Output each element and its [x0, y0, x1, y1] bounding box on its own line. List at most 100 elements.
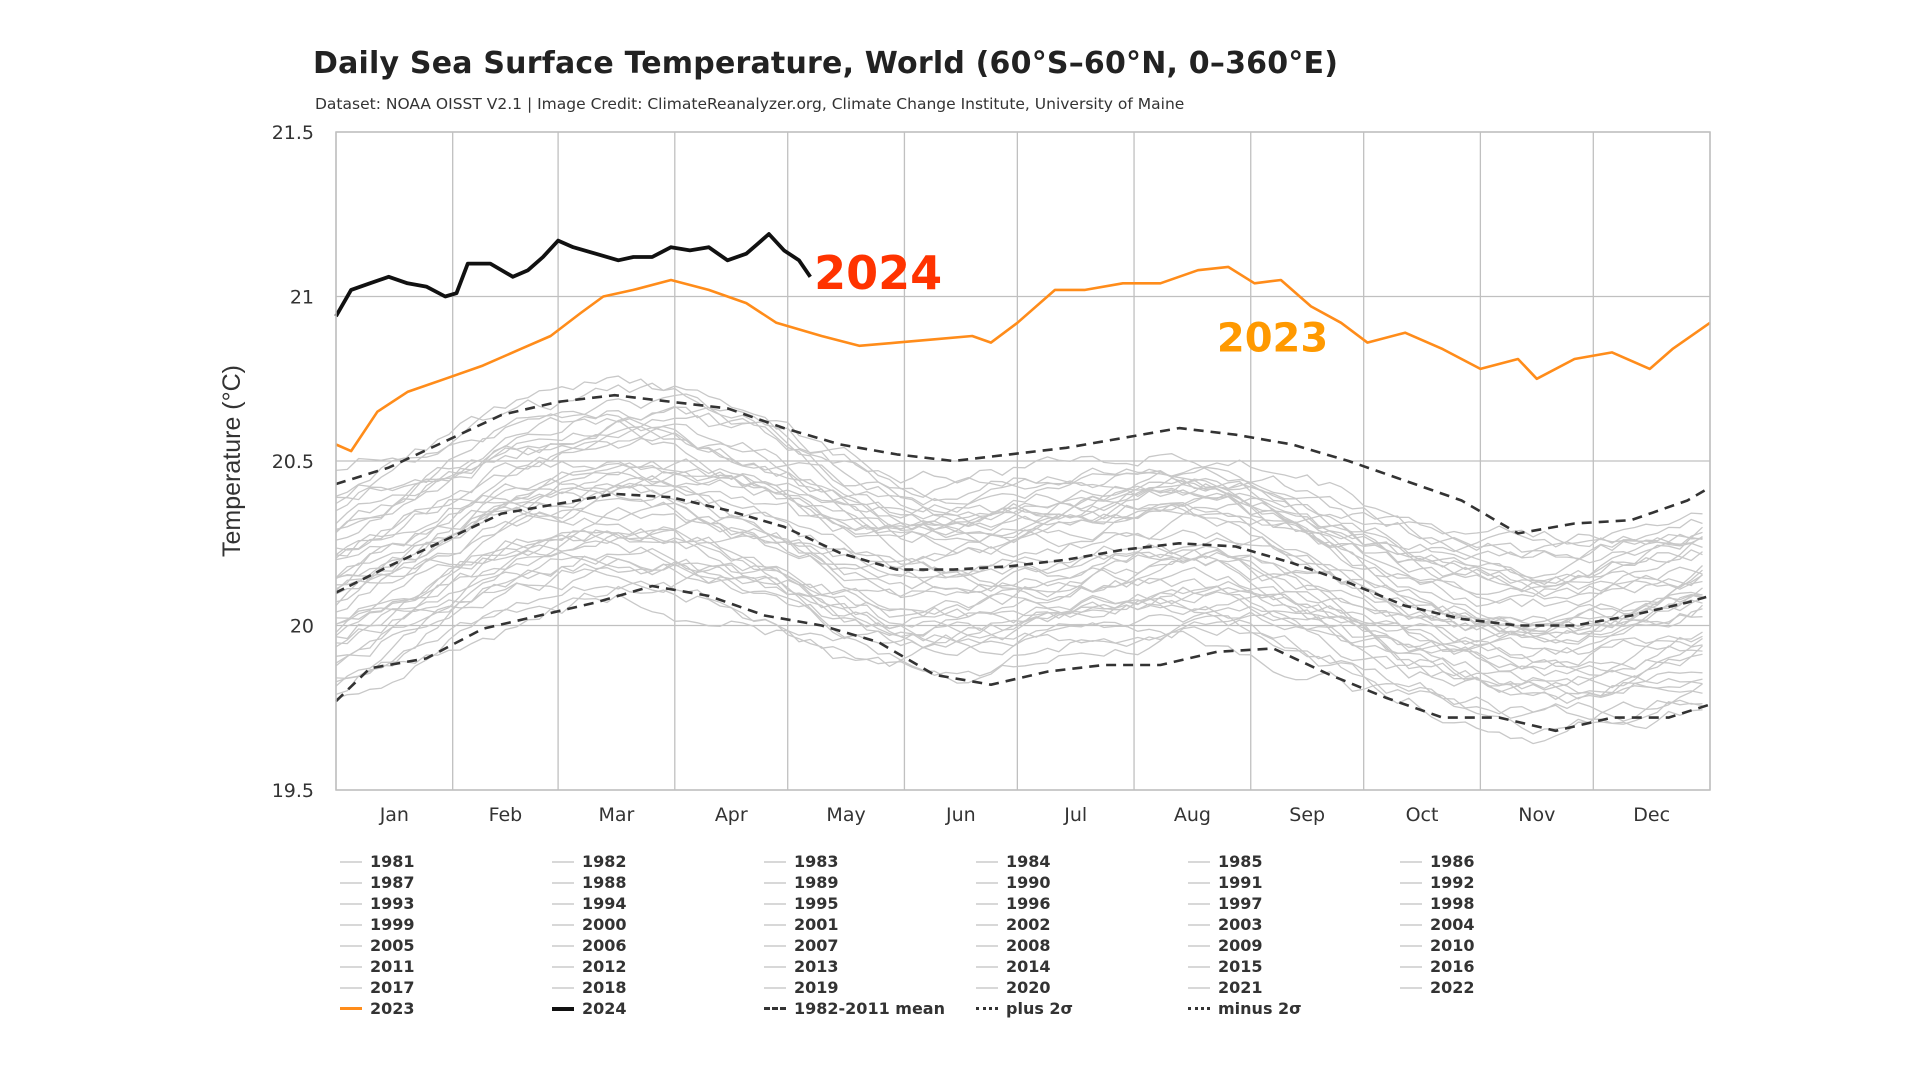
legend-item[interactable]: 2010 — [1400, 936, 1612, 955]
legend-item[interactable]: 2016 — [1400, 957, 1612, 976]
x-tick-label: Apr — [715, 804, 748, 826]
series-line-2022 — [335, 393, 1703, 548]
legend-label: 2024 — [582, 999, 627, 1018]
legend-item[interactable]: 1999 — [340, 915, 552, 934]
legend-item[interactable]: 2007 — [764, 936, 976, 955]
legend-item[interactable]: 2014 — [976, 957, 1188, 976]
legend-item[interactable]: 1983 — [764, 852, 976, 871]
legend-item[interactable]: 2003 — [1188, 915, 1400, 934]
legend-item[interactable]: 2018 — [552, 978, 764, 997]
legend-swatch-icon — [1188, 965, 1210, 968]
legend-label: 2010 — [1430, 936, 1475, 955]
legend-item[interactable]: 2001 — [764, 915, 976, 934]
series-line-2013 — [335, 419, 1703, 593]
legend-item[interactable]: 1982-2011 mean — [764, 999, 976, 1018]
series-line-2024 — [334, 232, 812, 318]
x-tick-label: Aug — [1174, 804, 1211, 826]
legend-swatch-icon — [1188, 902, 1210, 905]
legend-item[interactable]: 1985 — [1188, 852, 1400, 871]
legend-item[interactable]: 2006 — [552, 936, 764, 955]
legend-label: 2021 — [1218, 978, 1263, 997]
legend-item[interactable]: 2020 — [976, 978, 1188, 997]
legend-item[interactable]: 1992 — [1400, 873, 1612, 892]
legend-label: 1983 — [794, 852, 839, 871]
legend-item[interactable]: 1987 — [340, 873, 552, 892]
legend-label: 2008 — [1006, 936, 1051, 955]
legend-item[interactable]: 2009 — [1188, 936, 1400, 955]
legend-item[interactable]: 1995 — [764, 894, 976, 913]
legend-item[interactable]: 1993 — [340, 894, 552, 913]
legend-item[interactable]: plus 2σ — [976, 999, 1188, 1018]
legend-item[interactable]: 2019 — [764, 978, 976, 997]
legend-item[interactable]: 1994 — [552, 894, 764, 913]
series-line-1984 — [335, 580, 1703, 745]
x-tick-label: May — [826, 804, 865, 826]
legend-swatch-icon — [976, 902, 998, 905]
legend-swatch-icon — [552, 860, 574, 863]
legend-swatch-icon — [1188, 881, 1210, 884]
legend-item[interactable]: 1998 — [1400, 894, 1612, 913]
series-line-2004 — [335, 483, 1703, 626]
series-line-1985 — [335, 528, 1703, 694]
legend-swatch-icon — [976, 944, 998, 947]
legend-label: 1993 — [370, 894, 415, 913]
legend-item[interactable]: 1990 — [976, 873, 1188, 892]
x-tick-label: Jan — [379, 804, 409, 826]
legend-item[interactable]: 2002 — [976, 915, 1188, 934]
legend-swatch-icon — [340, 944, 362, 947]
legend-item[interactable]: 1981 — [340, 852, 552, 871]
sst-line-chart: 21.5 21 20.5 20 19.5 Jan Feb Mar Apr May Jun Jul Au… — [218, 122, 1711, 826]
legend-item[interactable]: 2024 — [552, 999, 764, 1018]
legend-label: 1986 — [1430, 852, 1475, 871]
legend-swatch-icon — [552, 965, 574, 968]
legend-item[interactable]: 2004 — [1400, 915, 1612, 934]
legend-label: 2013 — [794, 957, 839, 976]
legend-item[interactable]: 1996 — [976, 894, 1188, 913]
legend-swatch-icon — [764, 1007, 786, 1010]
legend-item[interactable]: 1989 — [764, 873, 976, 892]
legend-item[interactable]: 2008 — [976, 936, 1188, 955]
legend-item[interactable]: 2000 — [552, 915, 764, 934]
legend-item[interactable]: 2022 — [1400, 978, 1612, 997]
legend-swatch-icon — [1400, 881, 1422, 884]
series-line-2015 — [335, 426, 1703, 564]
legend-item[interactable]: 1984 — [976, 852, 1188, 871]
legend-swatch-icon — [1188, 1007, 1210, 1010]
legend-item[interactable]: minus 2σ — [1188, 999, 1400, 1018]
legend-item[interactable]: 2017 — [340, 978, 552, 997]
series-line-1999 — [335, 488, 1703, 639]
y-tick-label: 21.5 — [272, 122, 314, 144]
legend-label: 1985 — [1218, 852, 1263, 871]
legend-swatch-icon — [976, 860, 998, 863]
legend-label: 2012 — [582, 957, 627, 976]
legend-label: 2006 — [582, 936, 627, 955]
x-tick-label: Oct — [1406, 804, 1439, 826]
legend-swatch-icon — [764, 944, 786, 947]
series-line-2006 — [335, 473, 1703, 607]
legend-swatch-icon — [1400, 986, 1422, 989]
legend-item[interactable]: 2015 — [1188, 957, 1400, 976]
legend-item[interactable]: 1991 — [1188, 873, 1400, 892]
x-tick-label: Jul — [1063, 804, 1087, 826]
legend-item[interactable]: 2005 — [340, 936, 552, 955]
legend-item[interactable]: 2013 — [764, 957, 976, 976]
series-line-1982-2011-mean — [335, 492, 1711, 627]
legend-item[interactable]: 2012 — [552, 957, 764, 976]
legend-item[interactable]: 2021 — [1188, 978, 1400, 997]
legend-swatch-icon — [340, 923, 362, 926]
legend-item[interactable]: 2023 — [340, 999, 552, 1018]
x-tick-label: Dec — [1633, 804, 1670, 826]
legend-item[interactable]: 1997 — [1188, 894, 1400, 913]
series-line-2020 — [335, 405, 1703, 558]
legend-item[interactable]: 1988 — [552, 873, 764, 892]
series-line-2012 — [335, 436, 1703, 600]
legend-item[interactable]: 2011 — [340, 957, 552, 976]
legend-item[interactable]: 1986 — [1400, 852, 1612, 871]
series-line-2005 — [335, 462, 1703, 637]
legend-label: 1982 — [582, 852, 627, 871]
y-tick-label: 20.5 — [272, 451, 314, 473]
chart-subtitle: Dataset: NOAA OISST V2.1 | Image Credit:… — [315, 95, 1185, 113]
legend-label: 2018 — [582, 978, 627, 997]
series-line-2018 — [335, 375, 1703, 589]
legend-item[interactable]: 1982 — [552, 852, 764, 871]
